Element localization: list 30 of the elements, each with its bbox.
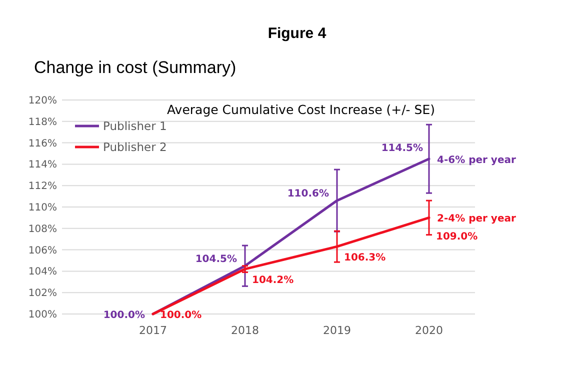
annotation: 4-6% per year [437,154,516,166]
data-label: 106.3% [344,252,386,264]
legend-label: Publisher 1 [103,119,167,134]
y-tick-label: 108% [28,224,57,235]
annotation: 2-4% per year [437,214,516,225]
data-label: 114.5% [381,142,423,154]
y-tick-label: 104% [28,266,57,278]
y-tick-label: 116% [28,138,57,150]
data-label: 104.5% [195,254,237,265]
chart-subtitle: Change in cost (Summary) [34,58,236,77]
x-tick-label: 2018 [231,324,259,337]
y-tick-label: 106% [28,245,57,256]
y-tick-label: 120% [28,96,57,106]
data-label: 100.0% [160,310,202,321]
legend-label: Publisher 2 [103,140,167,154]
data-label: 104.2% [252,275,294,286]
x-tick-label: 2019 [323,324,351,337]
data-label: 100.0% [103,310,145,321]
data-label: 109.0% [436,232,478,243]
y-tick-label: 110% [28,202,57,214]
data-label: 110.6% [287,188,329,200]
chart-title: Figure 4 [268,25,327,42]
y-tick-label: 114% [28,160,57,171]
y-tick-label: 118% [28,116,57,128]
x-tick-label: 2017 [139,324,167,337]
annotation: Average Cumulative Cost Increase (+/- SE) [166,102,436,117]
y-tick-label: 100% [28,310,57,320]
y-tick-label: 112% [28,181,57,192]
x-tick-label: 2020 [415,324,443,337]
y-tick-label: 102% [28,288,57,300]
